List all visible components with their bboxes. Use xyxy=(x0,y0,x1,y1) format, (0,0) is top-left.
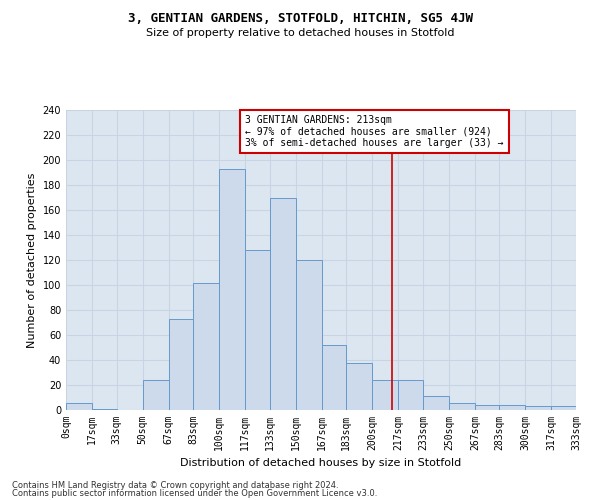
Bar xyxy=(398,380,423,410)
Bar xyxy=(373,380,398,410)
Bar xyxy=(169,319,193,410)
Bar xyxy=(143,380,169,410)
Bar xyxy=(526,406,551,410)
Y-axis label: Number of detached properties: Number of detached properties xyxy=(27,172,37,348)
Bar xyxy=(346,362,373,410)
Bar xyxy=(423,396,449,410)
Bar xyxy=(219,169,245,410)
Bar xyxy=(269,198,296,410)
Bar xyxy=(193,282,219,410)
Text: 3 GENTIAN GARDENS: 213sqm
← 97% of detached houses are smaller (924)
3% of semi-: 3 GENTIAN GARDENS: 213sqm ← 97% of detac… xyxy=(245,115,503,148)
Bar xyxy=(92,409,116,410)
X-axis label: Distribution of detached houses by size in Stotfold: Distribution of detached houses by size … xyxy=(181,458,461,468)
Bar xyxy=(66,402,92,410)
Text: Contains public sector information licensed under the Open Government Licence v3: Contains public sector information licen… xyxy=(12,489,377,498)
Bar xyxy=(499,405,526,410)
Bar xyxy=(449,402,475,410)
Text: Size of property relative to detached houses in Stotfold: Size of property relative to detached ho… xyxy=(146,28,454,38)
Bar xyxy=(322,345,346,410)
Bar xyxy=(551,406,576,410)
Bar xyxy=(245,250,269,410)
Text: Contains HM Land Registry data © Crown copyright and database right 2024.: Contains HM Land Registry data © Crown c… xyxy=(12,480,338,490)
Bar xyxy=(475,405,499,410)
Bar xyxy=(296,260,322,410)
Text: 3, GENTIAN GARDENS, STOTFOLD, HITCHIN, SG5 4JW: 3, GENTIAN GARDENS, STOTFOLD, HITCHIN, S… xyxy=(128,12,473,26)
